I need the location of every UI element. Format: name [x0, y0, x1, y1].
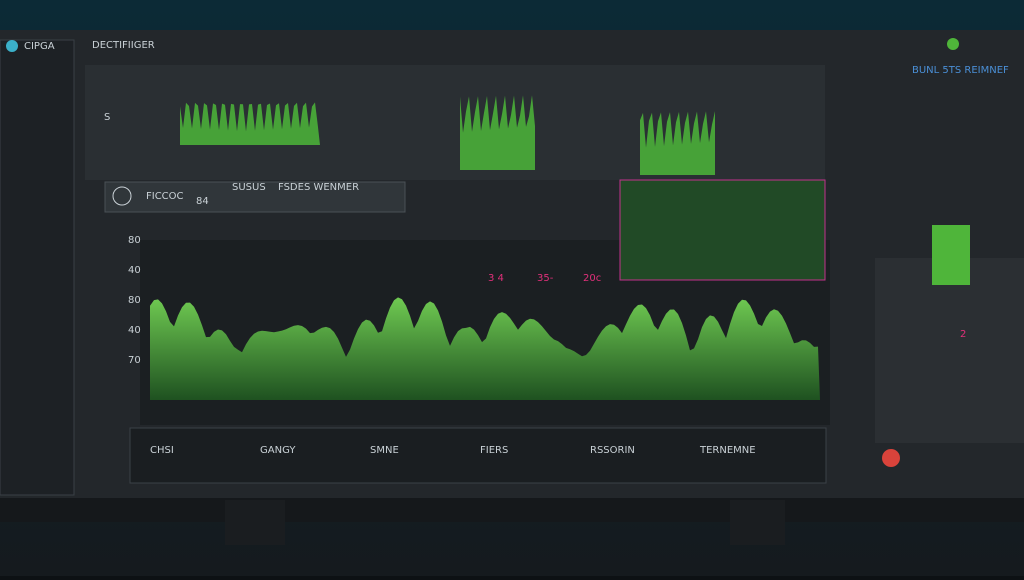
- toolbar: [104, 181, 406, 213]
- readout-main: 20c: [583, 273, 601, 284]
- mini-waveform: [180, 102, 320, 145]
- right-panel: [875, 258, 1024, 443]
- footer-label: FIERS: [480, 445, 508, 456]
- mini-waveform: [640, 111, 715, 175]
- axis-label: 40: [128, 265, 141, 276]
- toolbar-label: SUSUS: [232, 182, 266, 193]
- header-status: BUNL 5TS REIMNEF: [912, 65, 1009, 76]
- monitor-bezel: [0, 498, 1024, 522]
- footer-panel: [129, 427, 827, 484]
- footer-label: TERNEMNE: [699, 445, 756, 456]
- surface-panel: [619, 179, 826, 281]
- footer-label: RSSORIN: [590, 445, 635, 456]
- stand-left: [225, 500, 285, 545]
- logo-icon: [6, 40, 18, 52]
- footer-label: SMNE: [370, 445, 399, 456]
- footer-label: GANGY: [260, 445, 296, 456]
- header-title: DECTIFIIGER: [92, 40, 155, 51]
- readout-main: 35-: [537, 273, 554, 284]
- footer-label: CHSI: [150, 445, 174, 456]
- waveform: [150, 297, 820, 400]
- mini-waveform: [460, 95, 535, 170]
- toolbar-label: FSDES WENMER: [278, 182, 359, 193]
- stand-right: [730, 500, 785, 545]
- logo-text: CIPGA: [24, 41, 55, 52]
- readout-left: S: [104, 112, 110, 123]
- readout-side: 2: [960, 329, 966, 340]
- toolbar-icon[interactable]: [112, 186, 132, 206]
- axis-label: 80: [128, 295, 141, 306]
- axis-label: 70: [128, 355, 141, 366]
- axis-label: 80: [128, 235, 141, 246]
- toolbar-value: 84: [196, 196, 209, 207]
- right-indicator: [932, 225, 970, 285]
- readout-main: 3 4: [488, 273, 504, 284]
- toolbar-label: FICCOC: [146, 191, 184, 202]
- status-icon: [947, 38, 959, 50]
- alert-button[interactable]: [882, 449, 900, 467]
- axis-label: 40: [128, 325, 141, 336]
- sidebar: [0, 39, 75, 496]
